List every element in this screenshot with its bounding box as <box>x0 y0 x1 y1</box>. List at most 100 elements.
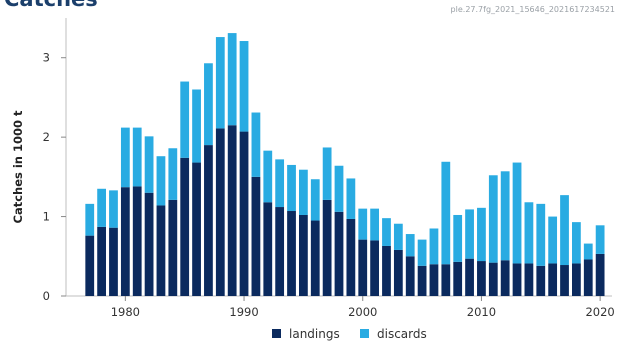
y-tick-label-0: 0 <box>43 289 50 303</box>
bar-discards-1989 <box>227 33 237 126</box>
bar-landings-1991 <box>251 176 261 296</box>
bar-landings-2015 <box>536 265 546 296</box>
x-tick-label-2010: 2010 <box>467 305 496 319</box>
bar-landings-2003 <box>393 249 403 296</box>
x-tick-label-2020: 2020 <box>585 305 614 319</box>
bar-landings-2002 <box>382 245 391 296</box>
bar-landings-1992 <box>263 202 273 296</box>
bar-landings-1978 <box>97 226 106 296</box>
bar-landings-2017 <box>560 265 569 296</box>
bar-discards-2002 <box>382 218 391 246</box>
bar-landings-1983 <box>156 205 166 296</box>
bar-landings-2019 <box>583 259 593 296</box>
bar-landings-2004 <box>405 256 415 296</box>
bar-landings-1980 <box>120 187 130 296</box>
legend: landings discards <box>272 327 427 341</box>
bar-landings-1987 <box>204 145 213 296</box>
bar-landings-1988 <box>215 128 225 296</box>
bar-discards-1998 <box>334 165 344 212</box>
bar-discards-1993 <box>275 159 285 208</box>
bar-discards-2003 <box>393 223 403 250</box>
bar-landings-1994 <box>287 211 296 296</box>
bar-discards-2015 <box>536 203 546 266</box>
bar-landings-1984 <box>168 199 178 296</box>
bar-landings-1986 <box>192 162 201 296</box>
chart-title: Catches <box>4 0 98 11</box>
bar-discards-2020 <box>595 225 605 254</box>
y-tick-label-1: 1 <box>43 210 50 224</box>
bar-landings-1997 <box>322 199 332 296</box>
bar-discards-2010 <box>477 207 486 262</box>
bar-discards-1988 <box>215 37 225 129</box>
bar-discards-1984 <box>168 148 178 200</box>
bar-landings-2013 <box>512 263 522 296</box>
bar-landings-1993 <box>275 207 285 296</box>
bar-landings-2016 <box>548 263 558 296</box>
bar-landings-2008 <box>453 261 463 296</box>
bar-discards-2005 <box>417 239 427 266</box>
bar-landings-2011 <box>488 262 498 296</box>
bar-discards-1990 <box>239 41 249 132</box>
bar-discards-2019 <box>583 243 593 260</box>
y-axis-label: Catches in 1000 t <box>11 110 25 223</box>
bar-discards-2008 <box>453 214 463 262</box>
bar-discards-1999 <box>346 178 356 219</box>
legend-swatch-discards <box>360 329 369 338</box>
bar-landings-2014 <box>524 263 534 296</box>
bar-landings-2020 <box>595 253 605 296</box>
bar-landings-2005 <box>417 265 427 296</box>
bar-landings-1999 <box>346 218 356 296</box>
bar-discards-1997 <box>322 147 332 200</box>
bars <box>85 33 605 296</box>
bar-discards-1992 <box>263 150 273 203</box>
bar-landings-2018 <box>572 263 581 296</box>
x-tick-label-2000: 2000 <box>348 305 377 319</box>
bar-landings-1990 <box>239 131 249 296</box>
bar-discards-2018 <box>572 222 581 264</box>
bar-discards-1996 <box>310 179 320 221</box>
bar-discards-1983 <box>156 156 166 206</box>
bar-landings-1985 <box>180 157 190 296</box>
bar-discards-1981 <box>132 127 142 187</box>
bar-discards-1982 <box>144 136 154 193</box>
bar-discards-1978 <box>97 188 106 227</box>
x-tick-label-1990: 1990 <box>229 305 258 319</box>
x-tick-label-1980: 1980 <box>111 305 140 319</box>
bar-discards-1986 <box>192 89 201 163</box>
bar-landings-1982 <box>144 192 154 296</box>
y-tick-label-3: 3 <box>43 51 50 65</box>
bar-landings-2012 <box>500 260 510 296</box>
bar-landings-1996 <box>310 220 320 296</box>
bar-discards-2006 <box>429 228 439 265</box>
bar-landings-2010 <box>477 261 486 296</box>
bar-discards-1980 <box>120 127 130 188</box>
bar-landings-2000 <box>358 239 368 296</box>
bar-landings-1981 <box>132 186 142 296</box>
bar-discards-1987 <box>204 63 213 146</box>
legend-label-discards: discards <box>377 327 427 341</box>
bar-landings-1977 <box>85 235 95 296</box>
chart-stamp: ple.27.7fg_2021_15646_2021617234521 <box>451 5 615 14</box>
bar-discards-2017 <box>560 195 569 266</box>
bar-discards-1977 <box>85 203 95 236</box>
y-tick-label-2: 2 <box>43 130 50 144</box>
bar-discards-2004 <box>405 234 415 257</box>
legend-swatch-landings <box>272 329 281 338</box>
bar-discards-2000 <box>358 208 368 240</box>
bar-discards-1994 <box>287 164 296 212</box>
bar-discards-2011 <box>488 175 498 263</box>
bar-discards-2012 <box>500 171 510 261</box>
bar-landings-2009 <box>465 258 474 296</box>
legend-label-landings: landings <box>289 327 340 341</box>
bar-discards-2001 <box>370 208 379 241</box>
bar-discards-2016 <box>548 216 558 264</box>
bar-discards-1979 <box>109 190 118 228</box>
bar-landings-1998 <box>334 211 344 296</box>
bar-discards-1991 <box>251 112 261 177</box>
x-ticks: 1980 1990 2000 2010 2020 <box>111 296 615 319</box>
bar-discards-1985 <box>180 81 190 158</box>
bar-discards-2007 <box>441 161 451 265</box>
bar-landings-1995 <box>299 214 308 296</box>
bar-landings-1979 <box>109 227 118 296</box>
